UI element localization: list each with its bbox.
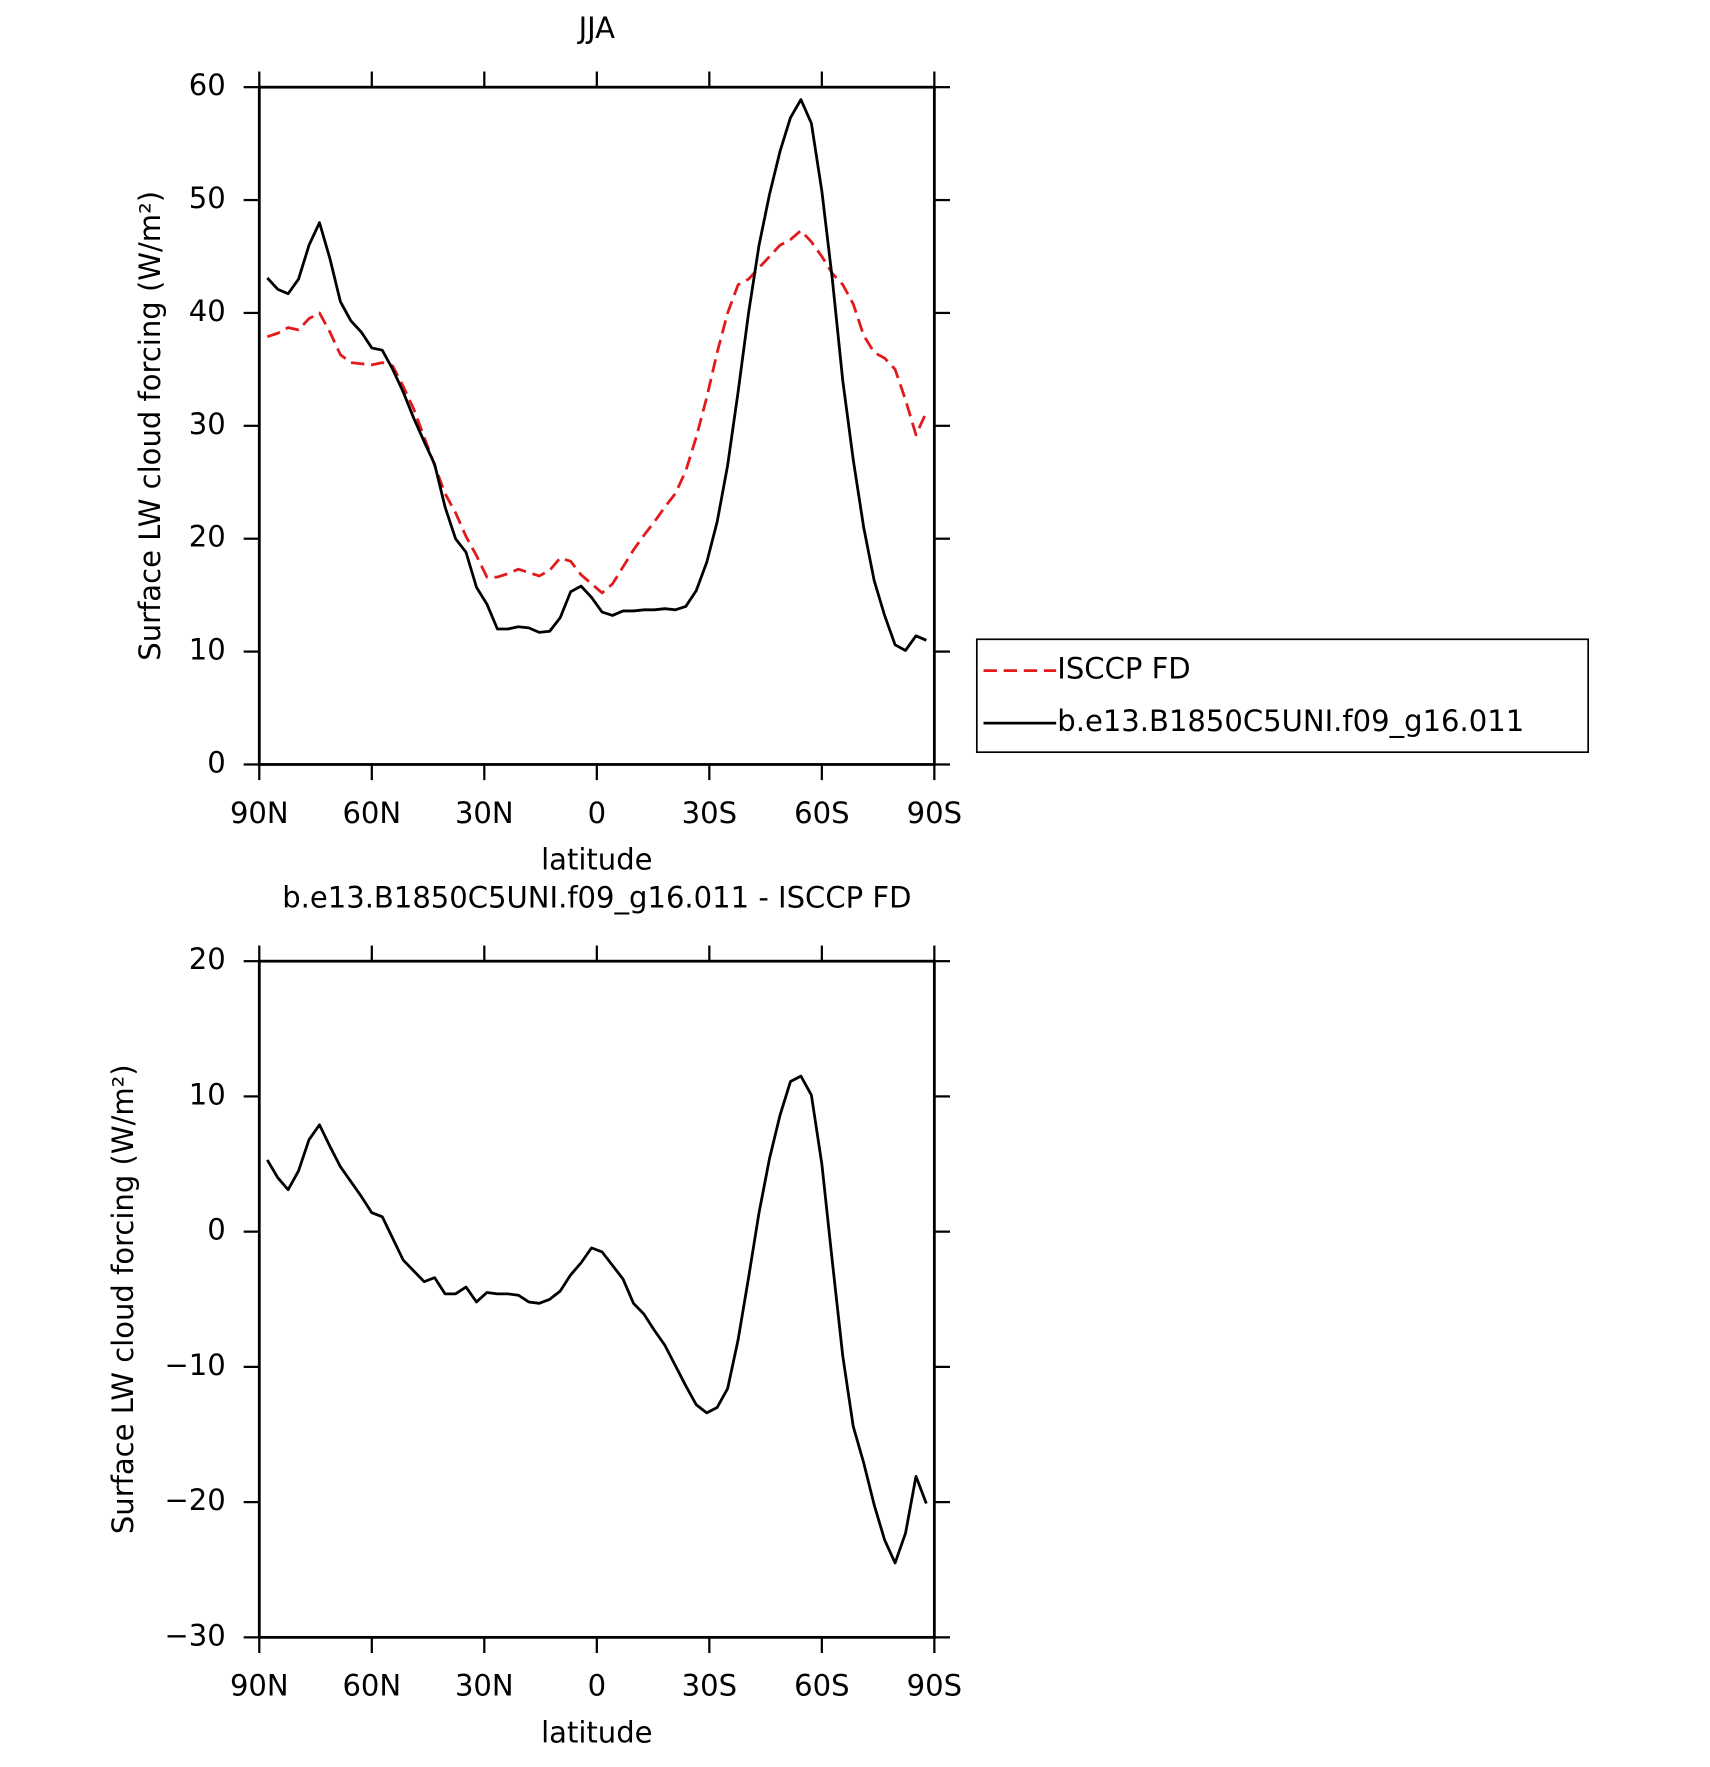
- chart-title: b.e13.B1850C5UNI.f09_g16.011 - ISCCP FD: [282, 881, 911, 915]
- x-tick-label: 90S: [907, 1669, 962, 1703]
- legend-label: ISCCP FD: [1057, 652, 1190, 686]
- y-tick-label: 0: [207, 745, 225, 779]
- x-tick-label: 30S: [682, 796, 737, 830]
- legend-box: [975, 638, 1590, 754]
- y-tick-label: 30: [189, 407, 226, 441]
- plot-frame: [257, 959, 936, 1639]
- x-axis-label: latitude: [541, 843, 652, 877]
- x-axis-label: latitude: [541, 1716, 652, 1750]
- y-tick-label: 20: [189, 942, 226, 976]
- data-line: [266, 98, 927, 652]
- y-tick-label: −10: [164, 1348, 225, 1382]
- y-tick-label: 40: [189, 294, 226, 328]
- x-tick-label: 60S: [794, 796, 849, 830]
- data-line: [266, 229, 928, 595]
- y-tick-label: 20: [189, 520, 226, 554]
- y-tick-label: 10: [189, 633, 226, 667]
- x-tick-label: 90N: [230, 796, 289, 830]
- legend-label: b.e13.B1850C5UNI.f09_g16.011: [1057, 704, 1524, 738]
- data-line: [266, 1074, 928, 1565]
- y-axis-label: Surface LW cloud forcing (W/m²): [133, 191, 167, 661]
- y-tick-label: −20: [164, 1483, 225, 1517]
- y-tick-label: 50: [189, 181, 226, 215]
- y-axis-label: Surface LW cloud forcing (W/m²): [106, 1064, 140, 1534]
- y-tick-label: 10: [189, 1077, 226, 1111]
- x-tick-label: 0: [588, 796, 606, 830]
- x-tick-label: 30S: [682, 1669, 737, 1703]
- x-tick-label: 0: [588, 1669, 606, 1703]
- x-tick-label: 30N: [455, 1669, 514, 1703]
- chart-title: JJA: [577, 11, 616, 45]
- y-tick-label: 60: [189, 68, 226, 102]
- y-tick-label: −30: [164, 1618, 225, 1652]
- plot-frame: [257, 85, 936, 766]
- x-tick-label: 90S: [907, 796, 962, 830]
- x-tick-label: 30N: [455, 796, 514, 830]
- x-tick-label: 60N: [342, 796, 401, 830]
- x-tick-label: 60S: [794, 1669, 849, 1703]
- x-tick-label: 60N: [342, 1669, 401, 1703]
- x-tick-label: 90N: [230, 1669, 289, 1703]
- y-tick-label: 0: [207, 1213, 225, 1247]
